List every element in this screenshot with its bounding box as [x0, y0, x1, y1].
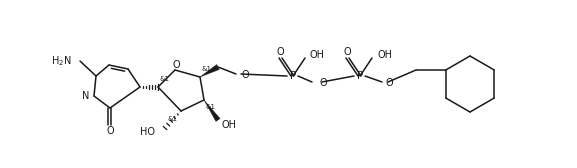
Text: OH: OH — [310, 50, 325, 60]
Text: O: O — [343, 47, 351, 57]
Polygon shape — [204, 100, 220, 121]
Text: HO: HO — [140, 127, 155, 137]
Text: P: P — [290, 71, 296, 81]
Text: &1: &1 — [202, 66, 212, 72]
Text: &1: &1 — [167, 116, 177, 122]
Text: N: N — [81, 91, 89, 101]
Text: &1: &1 — [159, 76, 169, 82]
Polygon shape — [200, 65, 219, 77]
Text: O: O — [106, 126, 114, 136]
Text: O: O — [319, 78, 327, 88]
Text: P: P — [357, 71, 363, 81]
Text: O: O — [241, 70, 249, 80]
Text: O: O — [386, 78, 394, 88]
Text: O: O — [276, 47, 284, 57]
Text: &1: &1 — [206, 104, 216, 110]
Text: OH: OH — [377, 50, 392, 60]
Text: OH: OH — [221, 120, 236, 130]
Text: O: O — [172, 60, 180, 70]
Text: H$_2$N: H$_2$N — [51, 54, 71, 68]
